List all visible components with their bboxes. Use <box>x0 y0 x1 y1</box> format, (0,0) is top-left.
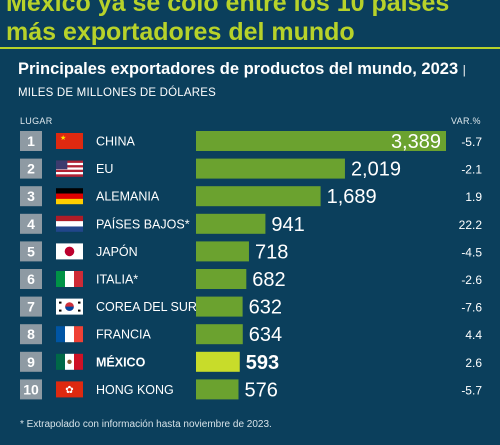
rank-box <box>20 296 42 317</box>
country-label: PAÍSES BAJOS* <box>96 216 190 231</box>
mexico-flag <box>56 353 83 370</box>
rank-label: 4 <box>27 216 35 232</box>
country-label: FRANCIA <box>96 328 152 342</box>
italy-flag <box>56 271 83 287</box>
subtitle-separator: | <box>462 65 466 77</box>
var-column-header: VAR.% <box>451 116 481 126</box>
variation-label: 2.6 <box>465 356 482 370</box>
germany-flag <box>56 188 83 205</box>
rank-box <box>20 351 42 372</box>
country-label: ALEMANIA <box>96 190 160 204</box>
chart-row: 9 MÉXICO 593 2.6 <box>20 351 482 374</box>
bar <box>196 158 345 179</box>
china-flag: ★ <box>56 133 83 149</box>
bar <box>196 324 243 345</box>
variation-label: -4.5 <box>461 245 482 259</box>
rank-box <box>20 186 42 207</box>
rank-box <box>20 269 42 289</box>
netherlands-flag <box>56 215 83 232</box>
value-label: 941 <box>271 214 304 236</box>
hongkong-flag: ✿ <box>56 381 83 398</box>
rank-label: 3 <box>27 188 35 204</box>
chart-row: 2 EU 2,019 -2.1 <box>20 158 482 181</box>
country-label: EU <box>96 162 113 176</box>
bar <box>196 213 266 234</box>
svg-text:✿: ✿ <box>65 385 73 396</box>
usa-flag <box>56 160 83 177</box>
rank-box <box>20 158 42 179</box>
country-label: COREA DEL SUR <box>96 300 197 314</box>
rank-box <box>20 324 42 345</box>
rank-label: 9 <box>27 354 35 370</box>
country-label: MÉXICO <box>96 354 146 369</box>
bar <box>196 131 446 151</box>
rank-label: 7 <box>27 299 35 315</box>
chart-row: 7 COREA DEL SUR 632 -7.6 <box>20 296 482 319</box>
value-label: 718 <box>255 241 288 263</box>
value-label: 3,389 <box>391 131 441 153</box>
chart-row: 8 FRANCIA 634 4.4 <box>20 324 482 346</box>
value-label: 1,689 <box>327 186 377 208</box>
france-flag <box>56 326 83 343</box>
variation-label: -2.1 <box>461 163 482 177</box>
chart-row: 4 PAÍSES BAJOS* 941 22.2 <box>20 213 483 236</box>
chart-row: 6 ITALIA* 682 -2.6 <box>20 269 482 291</box>
chart-row: 3 ALEMANIA 1,689 1.9 <box>20 186 482 208</box>
subtitle-units: MILES DE MILLONES DE DÓLARES <box>18 87 216 99</box>
chart-row: 1 ★ CHINA 3,389 -5.7 <box>20 131 482 153</box>
svg-text:★: ★ <box>60 134 66 142</box>
rank-label: 6 <box>27 271 35 287</box>
rank-box <box>20 131 42 151</box>
country-label: HONG KONG <box>96 383 174 397</box>
rank-label: 8 <box>27 326 35 342</box>
chart-subtitle: Principales exportadores de productos de… <box>18 59 488 103</box>
bar <box>196 186 321 207</box>
value-label: 593 <box>246 352 279 374</box>
variation-label: 22.2 <box>459 218 483 232</box>
variation-label: 4.4 <box>465 328 482 342</box>
rank-label: 2 <box>27 161 35 177</box>
value-label: 576 <box>244 379 277 401</box>
rank-label: 5 <box>27 243 35 259</box>
country-label: JAPÓN <box>96 244 138 259</box>
japan-flag <box>56 243 83 260</box>
headline: México ya se coló entre los 10 países má… <box>6 0 450 46</box>
variation-label: -5.7 <box>461 383 482 397</box>
rank-box <box>20 241 42 262</box>
rank-box <box>20 213 42 234</box>
footnote: * Extrapolado con información hasta novi… <box>20 419 272 430</box>
rank-label: 10 <box>23 381 39 397</box>
rank-column-header: LUGAR <box>20 116 53 126</box>
value-label: 634 <box>249 324 282 346</box>
bar <box>196 296 243 317</box>
country-label: CHINA <box>96 135 136 149</box>
subtitle-title: Principales exportadores de productos de… <box>18 60 459 78</box>
rank-label: 1 <box>27 133 35 149</box>
country-label: ITALIA* <box>96 273 138 287</box>
value-label: 682 <box>252 269 285 291</box>
divider <box>0 47 500 49</box>
bar <box>196 351 240 372</box>
bar <box>196 269 247 289</box>
chart-row: 5 JAPÓN 718 -4.5 <box>20 241 482 263</box>
chart-row: 10 ✿ HONG KONG 576 -5.7 <box>20 379 482 401</box>
bar <box>196 241 249 262</box>
korea-flag <box>56 298 83 315</box>
rank-box <box>20 379 42 400</box>
variation-label: -5.7 <box>461 135 482 149</box>
value-label: 632 <box>249 297 282 319</box>
bar <box>196 379 239 400</box>
variation-label: -2.6 <box>461 273 482 287</box>
value-label: 2,019 <box>351 159 401 181</box>
variation-label: -7.6 <box>461 301 482 315</box>
variation-label: 1.9 <box>465 190 482 204</box>
